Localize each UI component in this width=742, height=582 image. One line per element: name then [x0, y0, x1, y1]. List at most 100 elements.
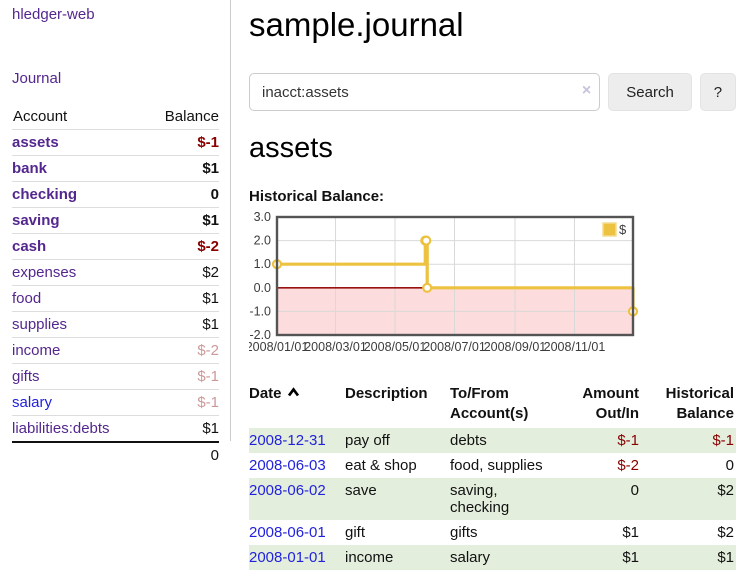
register-balance: $1 — [717, 549, 734, 566]
register-date-link[interactable]: 2008-06-02 — [249, 482, 326, 499]
svg-text:2008/07/01: 2008/07/01 — [423, 340, 486, 354]
sidebar-account-link-liabilities-debts[interactable]: liabilities:debts — [12, 420, 110, 437]
sidebar-account-balance: $-1 — [145, 363, 219, 390]
sidebar-account-row: food $1 — [12, 285, 219, 312]
register-description: pay off — [345, 432, 390, 449]
historical-balance-chart: 2008/01/01 2008/03/01 2008/05/01 2008/07/01… — [246, 210, 736, 366]
sidebar-accounts-body: assets $-1 bank $1 checking 0 saving $1 cash $-2 e… — [12, 129, 219, 443]
register-body: 2008-12-31 pay off debts $-1 $-1 2008-06-03 ea… — [249, 428, 736, 570]
register-accounts: debts — [450, 432, 487, 449]
register-accounts: food, supplies — [450, 457, 543, 474]
svg-text:2008/11/01: 2008/11/01 — [544, 340, 606, 354]
svg-text:$: $ — [619, 222, 627, 237]
sidebar-accounts-table: Account Balance assets $-1 bank $1 checking 0… — [12, 104, 219, 468]
sidebar-account-balance: $-2 — [145, 233, 219, 260]
sidebar-account-row: gifts $-1 — [12, 363, 219, 390]
register-col-description: Description — [345, 385, 428, 402]
sidebar-account-row: saving $1 — [12, 207, 219, 234]
register-table: Date Description To/From Account(s) Amou… — [249, 382, 736, 570]
sidebar-account-link-expenses[interactable]: expenses — [12, 264, 77, 281]
search-button[interactable]: Search — [608, 73, 692, 111]
sidebar-account-balance: $2 — [145, 259, 219, 286]
register-amount: $1 — [622, 549, 639, 566]
register-row: 2008-06-02 save saving, checking 0 $2 — [249, 478, 736, 520]
sidebar-account-row: supplies $1 — [12, 311, 219, 338]
sidebar-account-link-income[interactable]: income — [12, 342, 61, 359]
sidebar-account-link-checking[interactable]: checking — [12, 186, 78, 203]
accounts-header-row: Account Balance — [12, 104, 219, 130]
register-col-amount-line1: Amount — [582, 385, 639, 402]
sidebar-account-row: assets $-1 — [12, 129, 219, 156]
register-balance: $2 — [717, 524, 734, 541]
sidebar-total-row: 0 — [12, 441, 219, 468]
svg-text:-1.0: -1.0 — [249, 304, 271, 318]
sidebar-account-row: income $-2 — [12, 337, 219, 364]
help-button[interactable]: ? — [699, 73, 736, 111]
register-col-balance: Historical Balance — [641, 382, 736, 428]
sidebar-account-balance: $-2 — [145, 337, 219, 364]
page-title: sample.journal — [249, 6, 464, 43]
register-balance: $2 — [717, 482, 734, 499]
svg-text:2008/05/01: 2008/05/01 — [364, 340, 427, 354]
sidebar-item-journal[interactable]: Journal — [12, 70, 62, 87]
register-col-accounts-line1: To/From — [450, 385, 509, 402]
register-accounts: saving, checking — [450, 482, 510, 516]
sidebar-account-link-bank[interactable]: bank — [12, 160, 48, 177]
register-col-amount: Amount Out/In — [562, 382, 641, 428]
balance-chart-svg: 2008/01/012008/03/012008/05/012008/07/01… — [246, 210, 639, 354]
register-date-link[interactable]: 2008-06-03 — [249, 457, 326, 474]
sidebar-account-link-salary[interactable]: salary — [12, 394, 53, 411]
sidebar-account-link-cash[interactable]: cash — [12, 238, 47, 255]
sidebar-account-balance: $1 — [202, 420, 219, 437]
sidebar-account-link-saving[interactable]: saving — [12, 212, 60, 229]
account-heading: assets — [249, 132, 333, 164]
sidebar: hledger-web Journal Account Balance asse… — [0, 0, 231, 468]
register-accounts: salary — [450, 549, 491, 566]
svg-text:1.0: 1.0 — [254, 257, 271, 271]
sidebar-account-link-assets[interactable]: assets — [12, 134, 59, 151]
register-amount: $-2 — [617, 457, 639, 474]
register-date-link[interactable]: 2008-12-31 — [249, 432, 326, 449]
sidebar-account-link-gifts[interactable]: gifts — [12, 368, 40, 385]
svg-text:0.0: 0.0 — [254, 281, 271, 295]
sort-ascending-icon — [287, 387, 299, 397]
register-description: income — [345, 549, 394, 566]
register-description: save — [345, 482, 377, 499]
sidebar-account-link-supplies[interactable]: supplies — [12, 316, 68, 333]
register-row: 2008-06-01 gift gifts $1 $2 — [249, 520, 736, 545]
accounts-col-balance: Balance — [145, 104, 219, 130]
sidebar-account-row: cash $-2 — [12, 233, 219, 260]
accounts-col-account: Account — [12, 104, 146, 130]
svg-text:-2.0: -2.0 — [249, 328, 271, 342]
sidebar-account-balance: $-1 — [145, 389, 219, 416]
register-col-date[interactable]: Date — [249, 382, 345, 428]
sidebar-account-balance: 0 — [145, 181, 219, 208]
app-brand-link[interactable]: hledger-web — [12, 6, 95, 23]
sidebar-account-balance: $1 — [145, 285, 219, 312]
register-amount: $-1 — [617, 432, 639, 449]
sidebar-account-row: checking 0 — [12, 181, 219, 208]
register-accounts: gifts — [450, 524, 478, 541]
search-box: × — [249, 73, 601, 111]
sidebar-account-row: bank $1 — [12, 155, 219, 182]
register-date-link[interactable]: 2008-06-01 — [249, 524, 326, 541]
register-row: 2008-12-31 pay off debts $-1 $-1 — [249, 428, 736, 453]
sidebar-account-balance: $1 — [145, 155, 219, 182]
search-input[interactable] — [249, 73, 601, 111]
register-description: eat & shop — [345, 457, 417, 474]
svg-text:2.0: 2.0 — [254, 234, 271, 248]
sidebar-account-row: expenses $2 — [12, 259, 219, 286]
register-col-balance-line2: Balance — [676, 405, 734, 422]
register-col-accounts-line2: Account(s) — [450, 405, 529, 422]
svg-text:3.0: 3.0 — [254, 212, 271, 224]
sidebar-total-balance: 0 — [145, 441, 219, 468]
register-date-link[interactable]: 2008-01-01 — [249, 549, 326, 566]
sidebar-account-row: salary $-1 — [12, 389, 219, 416]
svg-text:2008/09/01: 2008/09/01 — [484, 340, 547, 354]
register-header-row: Date Description To/From Account(s) Amou… — [249, 382, 736, 428]
register-balance: $-1 — [712, 432, 734, 449]
sidebar-account-balance: $1 — [145, 311, 219, 338]
register-row: 2008-01-01 income salary $1 $1 — [249, 545, 736, 570]
sidebar-account-link-food[interactable]: food — [12, 290, 42, 307]
clear-search-icon[interactable]: × — [581, 82, 592, 99]
